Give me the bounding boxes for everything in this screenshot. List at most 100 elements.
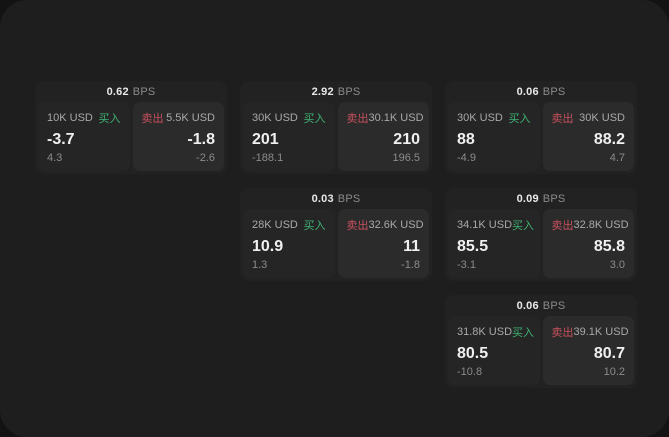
buy-side-label: 买入 (512, 327, 535, 339)
buy-delta: 4.3 (47, 152, 63, 164)
bps-unit-label: BPS (542, 85, 566, 98)
buy-side-label: 买入 (303, 220, 326, 232)
sell-panel[interactable]: 卖出 30K USD 88.2 4.7 (542, 102, 634, 171)
bps-unit-label: BPS (542, 299, 566, 312)
sell-size-label: 30.1K USD (368, 112, 424, 124)
sell-panel[interactable]: 卖出 39.1K USD 80.7 10.2 (542, 316, 634, 385)
quote-panels: 31.8K USD 买入 80.5 -10.8 卖出 39.1K USD 80.… (448, 316, 634, 385)
bps-value: 2.92 (311, 85, 334, 98)
buy-side-label: 买入 (98, 113, 121, 125)
quote-panels: 34.1K USD 买入 85.5 -3.1 卖出 32.8K USD 85.8… (448, 209, 634, 278)
sell-size-label: 30K USD (579, 112, 625, 124)
bps-unit-label: BPS (542, 192, 566, 205)
sell-panel-top: 卖出 32.8K USD (551, 217, 629, 233)
sell-delta: 10.2 (603, 366, 625, 378)
buy-price: 80.5 (457, 345, 489, 362)
quote-panels: 10K USD 买入 -3.7 4.3 卖出 5.5K USD -1.8 -2.… (38, 102, 224, 171)
buy-panel-top: 34.1K USD 买入 (457, 217, 535, 233)
buy-panel[interactable]: 34.1K USD 买入 85.5 -3.1 (448, 209, 540, 278)
bps-unit-label: BPS (132, 85, 156, 98)
buy-delta: -3.1 (457, 259, 476, 271)
bps-value: 0.03 (311, 192, 334, 205)
sell-panel[interactable]: 卖出 5.5K USD -1.8 -2.6 (132, 102, 224, 171)
buy-panel[interactable]: 30K USD 买入 88 -4.9 (448, 102, 540, 171)
sell-panel[interactable]: 卖出 32.8K USD 85.8 3.0 (542, 209, 634, 278)
buy-size-label: 31.8K USD (457, 326, 513, 338)
sell-price: 80.7 (593, 345, 625, 362)
sell-side-label: 卖出 (551, 220, 574, 232)
bps-value: 0.09 (516, 192, 539, 205)
buy-panel-top: 30K USD 买入 (457, 110, 531, 126)
buy-panel[interactable]: 31.8K USD 买入 80.5 -10.8 (448, 316, 540, 385)
buy-panel-top: 10K USD 买入 (47, 110, 121, 126)
buy-side-label: 买入 (303, 113, 326, 125)
quote-card: 0.03 BPS 28K USD 买入 10.9 1.3 卖出 32.6K US… (240, 188, 432, 281)
sell-panel-top: 卖出 30.1K USD (346, 110, 424, 126)
sell-side-label: 卖出 (141, 113, 164, 125)
quote-card: 2.92 BPS 30K USD 买入 201 -188.1 卖出 30.1K … (240, 81, 432, 174)
sell-panel[interactable]: 卖出 32.6K USD 11 -1.8 (337, 209, 429, 278)
buy-price: 88 (457, 131, 475, 148)
buy-panel[interactable]: 30K USD 买入 201 -188.1 (243, 102, 335, 171)
sell-price: 210 (393, 131, 420, 148)
sell-size-label: 32.6K USD (368, 219, 424, 231)
buy-panel-top: 28K USD 买入 (252, 217, 326, 233)
sell-delta: 196.5 (392, 152, 420, 164)
quote-card-grid: 0.62 BPS 10K USD 买入 -3.7 4.3 卖出 5.5K USD (35, 81, 637, 388)
buy-price: 85.5 (457, 238, 489, 255)
sell-price: 11 (403, 238, 420, 255)
sell-delta: 4.7 (609, 152, 625, 164)
sell-size-label: 32.8K USD (573, 219, 629, 231)
sell-size-label: 39.1K USD (573, 326, 629, 338)
sell-side-label: 卖出 (551, 327, 574, 339)
sell-panel-top: 卖出 32.6K USD (346, 217, 424, 233)
sell-price: 85.8 (593, 238, 625, 255)
bps-value: 0.62 (106, 85, 129, 98)
sell-price: -1.8 (187, 131, 215, 148)
sell-size-label: 5.5K USD (166, 112, 215, 124)
buy-panel-top: 30K USD 买入 (252, 110, 326, 126)
bps-value: 0.06 (516, 85, 539, 98)
buy-delta: -188.1 (252, 152, 284, 164)
buy-side-label: 买入 (508, 113, 531, 125)
quote-panels: 28K USD 买入 10.9 1.3 卖出 32.6K USD 11 -1.8 (243, 209, 429, 278)
buy-price: 201 (252, 131, 279, 148)
bps-value: 0.06 (516, 299, 539, 312)
sell-delta: -1.8 (401, 259, 420, 271)
sell-panel-top: 卖出 39.1K USD (551, 324, 629, 340)
card-header: 2.92 BPS (240, 81, 432, 102)
quote-card: 0.09 BPS 34.1K USD 买入 85.5 -3.1 卖出 32.8K… (445, 188, 637, 281)
buy-size-label: 28K USD (252, 219, 298, 231)
card-header: 0.06 BPS (445, 295, 637, 316)
buy-panel-top: 31.8K USD 买入 (457, 324, 535, 340)
sell-side-label: 卖出 (551, 113, 574, 125)
buy-size-label: 10K USD (47, 112, 93, 124)
bps-unit-label: BPS (337, 192, 361, 205)
card-header: 0.03 BPS (240, 188, 432, 209)
quote-card: 0.06 BPS 31.8K USD 买入 80.5 -10.8 卖出 39.1… (445, 295, 637, 388)
sell-panel[interactable]: 卖出 30.1K USD 210 196.5 (337, 102, 429, 171)
card-header: 0.09 BPS (445, 188, 637, 209)
buy-size-label: 30K USD (457, 112, 503, 124)
sell-panel-top: 卖出 30K USD (552, 110, 626, 126)
buy-panel[interactable]: 28K USD 买入 10.9 1.3 (243, 209, 335, 278)
buy-price: -3.7 (47, 131, 75, 148)
buy-panel[interactable]: 10K USD 买入 -3.7 4.3 (38, 102, 130, 171)
quote-panels: 30K USD 买入 88 -4.9 卖出 30K USD 88.2 4.7 (448, 102, 634, 171)
sell-price: 88.2 (593, 131, 625, 148)
buy-side-label: 买入 (512, 220, 535, 232)
quote-card: 0.62 BPS 10K USD 买入 -3.7 4.3 卖出 5.5K USD (35, 81, 227, 174)
sell-side-label: 卖出 (346, 113, 369, 125)
buy-delta: -4.9 (457, 152, 476, 164)
buy-size-label: 34.1K USD (457, 219, 513, 231)
buy-price: 10.9 (252, 238, 284, 255)
quote-card: 0.06 BPS 30K USD 买入 88 -4.9 卖出 30K USD (445, 81, 637, 174)
sell-side-label: 卖出 (346, 220, 369, 232)
sell-delta: 3.0 (609, 259, 625, 271)
card-header: 0.62 BPS (35, 81, 227, 102)
card-header: 0.06 BPS (445, 81, 637, 102)
sell-delta: -2.6 (196, 152, 215, 164)
buy-delta: -10.8 (457, 366, 483, 378)
sell-panel-top: 卖出 5.5K USD (142, 110, 216, 126)
